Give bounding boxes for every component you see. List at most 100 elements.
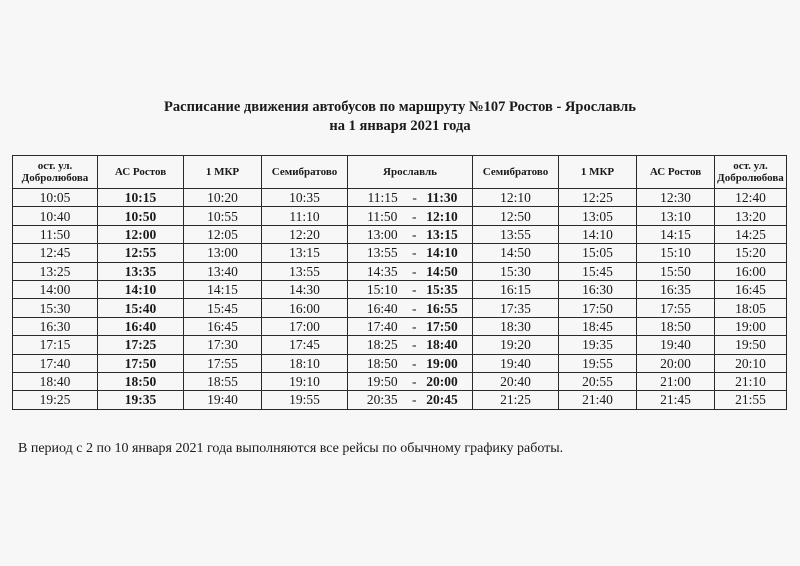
time-cell: 16:45 xyxy=(714,279,787,300)
time-separator: - xyxy=(412,318,417,334)
time-cell: 19:55 xyxy=(558,353,637,373)
time-cell: 21:45 xyxy=(636,390,715,410)
time-cell: 19:10 xyxy=(261,371,348,392)
arrival-time: 18:40 xyxy=(426,337,458,353)
header-cell: ост. ул. Добролюбова xyxy=(12,155,98,189)
table-row: 18:40 18:50 18:55 19:10 19:50-20:00 20:40 20:5… xyxy=(12,371,787,392)
time-cell: 15:45 xyxy=(183,298,262,318)
time-cell: 14:10 xyxy=(558,224,637,245)
time-separator: - xyxy=(412,355,417,371)
departure-time: 20:35 xyxy=(366,392,398,408)
departure-time: 13:55 xyxy=(366,245,398,261)
time-cell: 13:40 xyxy=(183,261,262,281)
table-row: 19:25 19:35 19:40 19:55 20:35-20:45 21:25 21:4… xyxy=(12,390,787,410)
time-cell: 15:45 xyxy=(558,261,637,281)
departure-time: 15:10 xyxy=(366,282,398,298)
time-cell: 20:00 xyxy=(636,353,715,373)
time-separator: - xyxy=(412,300,417,316)
arrival-time: 11:30 xyxy=(426,190,458,206)
time-cell: 13:55 xyxy=(261,261,348,281)
time-cell: 13:00 xyxy=(183,243,262,263)
time-cell: 17:50 xyxy=(558,298,637,318)
time-cell: 17:55 xyxy=(636,298,715,318)
time-cell: 12:45 xyxy=(12,243,98,263)
yaroslavl-cell: 15:10-15:35 xyxy=(347,279,473,300)
time-cell: 14:30 xyxy=(261,279,348,300)
time-cell: 17:25 xyxy=(97,335,184,355)
time-cell: 17:15 xyxy=(12,335,98,355)
table-row: 17:40 17:50 17:55 18:10 18:50-19:00 19:40 19:5… xyxy=(12,353,787,373)
arrival-time: 16:55 xyxy=(426,300,458,316)
header-cell: АС Ростов xyxy=(97,155,184,189)
header-cell: 1 МКР xyxy=(558,155,637,189)
departure-time: 19:50 xyxy=(366,374,398,390)
document-title: Расписание движения автобусов по маршрут… xyxy=(0,98,800,136)
time-cell: 18:10 xyxy=(261,353,348,373)
departure-time: 13:00 xyxy=(366,226,398,242)
departure-time: 18:25 xyxy=(366,337,398,353)
time-cell: 20:10 xyxy=(714,353,787,373)
table-row: 10:40 10:50 10:55 11:10 11:50-12:10 12:50 13:0… xyxy=(12,206,787,226)
time-cell: 17:55 xyxy=(183,353,262,373)
time-cell: 16:30 xyxy=(12,316,98,337)
time-cell: 15:10 xyxy=(636,243,715,263)
arrival-time: 19:00 xyxy=(426,355,458,371)
time-cell: 14:10 xyxy=(97,279,184,300)
table-row: 15:30 15:40 15:45 16:00 16:40-16:55 17:35 17:5… xyxy=(12,298,787,318)
time-cell: 10:15 xyxy=(97,187,184,208)
time-cell: 19:00 xyxy=(714,316,787,337)
time-cell: 13:25 xyxy=(12,261,98,281)
header-cell: 1 МКР xyxy=(183,155,262,189)
time-cell: 17:00 xyxy=(261,316,348,337)
yaroslavl-cell: 11:15-11:30 xyxy=(347,187,473,208)
time-cell: 18:40 xyxy=(12,371,98,392)
departure-time: 16:40 xyxy=(366,300,398,316)
yaroslavl-cell: 13:55-14:10 xyxy=(347,243,473,263)
arrival-time: 20:00 xyxy=(426,374,458,390)
yaroslavl-cell: 20:35-20:45 xyxy=(347,390,473,410)
time-separator: - xyxy=(412,263,417,279)
time-cell: 21:25 xyxy=(472,390,559,410)
table-row: 17:15 17:25 17:30 17:45 18:25-18:40 19:20 19:3… xyxy=(12,335,787,355)
time-cell: 17:30 xyxy=(183,335,262,355)
time-separator: - xyxy=(412,190,417,206)
yaroslavl-cell: 18:50-19:00 xyxy=(347,353,473,373)
departure-time: 14:35 xyxy=(366,263,398,279)
time-cell: 12:00 xyxy=(97,224,184,245)
yaroslavl-cell: 13:00-13:15 xyxy=(347,224,473,245)
time-cell: 21:55 xyxy=(714,390,787,410)
time-cell: 19:40 xyxy=(472,353,559,373)
arrival-time: 13:15 xyxy=(426,226,458,242)
yaroslavl-cell: 17:40-17:50 xyxy=(347,316,473,337)
time-cell: 15:05 xyxy=(558,243,637,263)
time-cell: 16:40 xyxy=(97,316,184,337)
header-cell: Семибратово xyxy=(261,155,348,189)
time-separator: - xyxy=(412,337,417,353)
time-cell: 10:20 xyxy=(183,187,262,208)
time-cell: 14:15 xyxy=(183,279,262,300)
time-cell: 19:35 xyxy=(97,390,184,410)
time-separator: - xyxy=(412,392,417,408)
departure-time: 11:50 xyxy=(367,208,398,224)
time-cell: 10:35 xyxy=(261,187,348,208)
departure-time: 11:15 xyxy=(367,190,398,206)
time-cell: 19:20 xyxy=(472,335,559,355)
time-cell: 17:50 xyxy=(97,353,184,373)
header-cell: АС Ростов xyxy=(636,155,715,189)
yaroslavl-cell: 19:50-20:00 xyxy=(347,371,473,392)
time-cell: 13:05 xyxy=(558,206,637,226)
departure-time: 17:40 xyxy=(366,318,398,334)
time-cell: 13:10 xyxy=(636,206,715,226)
arrival-time: 17:50 xyxy=(426,318,458,334)
time-cell: 12:55 xyxy=(97,243,184,263)
time-cell: 18:55 xyxy=(183,371,262,392)
arrival-time: 15:35 xyxy=(426,282,458,298)
time-cell: 10:50 xyxy=(97,206,184,226)
time-cell: 11:10 xyxy=(261,206,348,226)
time-cell: 19:40 xyxy=(636,335,715,355)
time-cell: 16:00 xyxy=(261,298,348,318)
time-cell: 12:20 xyxy=(261,224,348,245)
time-separator: - xyxy=(412,245,417,261)
time-cell: 10:05 xyxy=(12,187,98,208)
